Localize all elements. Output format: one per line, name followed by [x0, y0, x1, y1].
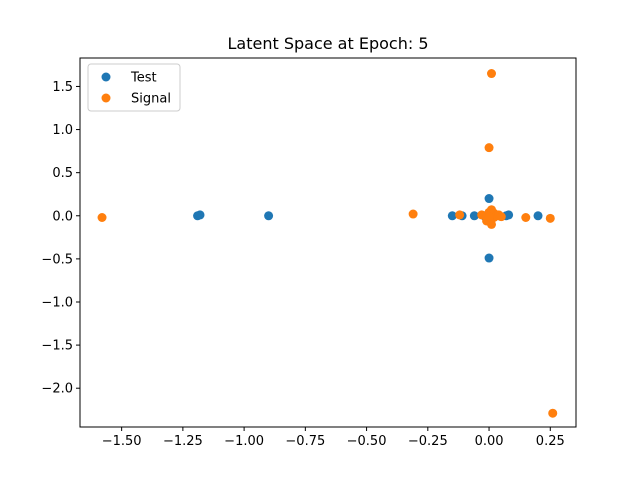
point-signal-4: [484, 143, 494, 153]
x-tick-label: −0.25: [408, 434, 448, 449]
legend-box: [87, 63, 181, 112]
legend-marker-test: [101, 72, 111, 82]
x-tick-label: 0.25: [536, 434, 565, 449]
point-test-7: [484, 194, 494, 204]
point-signal-20: [548, 408, 558, 418]
point-signal-12: [487, 219, 496, 229]
point-test-13: [533, 211, 543, 221]
point-test-1: [195, 210, 205, 220]
legend-label-signal: Signal: [131, 92, 171, 107]
legend-marker-signal: [101, 93, 111, 103]
point-signal-19: [545, 213, 555, 223]
y-tick-label: −1.5: [41, 339, 73, 354]
axes: −1.50 −1.25 −1.00 −0.75 −0.50 −0.25 0.00 0.25 1.…: [41, 57, 577, 449]
point-signal-1: [408, 209, 418, 219]
y-tick-label: 0.5: [52, 166, 73, 181]
point-test-8: [484, 253, 494, 263]
legend: Test Signal: [87, 63, 181, 112]
point-signal-2: [455, 210, 465, 220]
x-tick-label: −1.50: [102, 434, 142, 449]
point-test-12: [504, 210, 514, 220]
point-signal-3: [487, 69, 496, 79]
point-test-3: [447, 211, 457, 221]
point-test-5: [469, 211, 479, 221]
y-tick-label: −2.0: [41, 382, 73, 397]
x-tick-label: 0.00: [475, 434, 504, 449]
plot-area: [97, 69, 558, 418]
point-signal-0: [97, 213, 107, 222]
y-tick-label: 1.5: [52, 80, 73, 95]
y-tick-label: −0.5: [41, 252, 73, 267]
plot-frame: [79, 57, 577, 428]
chart-title: Latent Space at Epoch: 5: [228, 34, 429, 53]
y-tick-label: 1.0: [52, 123, 73, 138]
x-tick-label: −1.25: [163, 434, 203, 449]
point-signal-18: [521, 213, 531, 222]
y-tick-label: 0.0: [52, 209, 73, 224]
point-test-2: [264, 211, 274, 221]
point-signal-16: [496, 212, 506, 222]
x-tick-label: −0.75: [285, 434, 325, 449]
x-tick-label: −0.50: [347, 434, 387, 449]
y-tick-label: −1.0: [41, 295, 73, 310]
x-tick-label: −1.00: [224, 434, 264, 449]
legend-label-test: Test: [130, 71, 157, 86]
point-signal-17: [484, 212, 494, 222]
